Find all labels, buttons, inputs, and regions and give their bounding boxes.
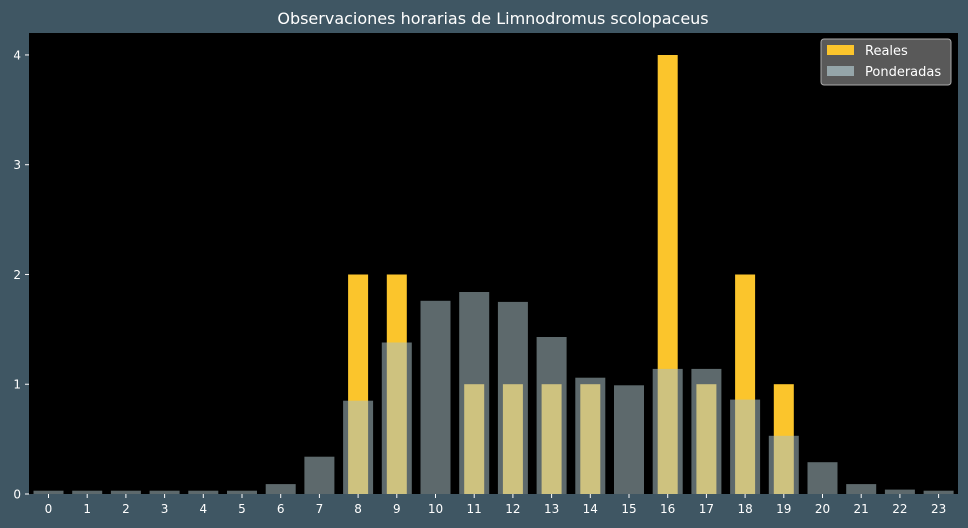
x-tick-label: 21 <box>854 502 869 516</box>
x-tick-label: 6 <box>277 502 285 516</box>
bar-ponderadas-6 <box>265 484 296 494</box>
legend: Reales Ponderadas <box>820 38 952 86</box>
bar-ponderadas-14 <box>575 377 606 494</box>
x-tick-label: 3 <box>161 502 169 516</box>
x-axis: 0 1 2 3 4 5 6 7 8 9 10 11 12 13 14 15 16 17 18 19 20 21 22 23 <box>45 494 946 516</box>
bar-ponderadas-8 <box>343 400 374 494</box>
bar-ponderadas-7 <box>304 456 335 494</box>
legend-label-ponderadas: Ponderadas <box>865 65 941 80</box>
y-tick-label: 0 <box>13 488 21 502</box>
y-tick-label: 1 <box>13 378 21 392</box>
bar-ponderadas-17 <box>691 368 722 494</box>
bar-ponderadas-15 <box>614 385 644 494</box>
x-tick-label: 10 <box>428 502 443 516</box>
bar-ponderadas-18 <box>730 399 761 494</box>
legend-swatch-reales <box>827 45 854 55</box>
x-tick-label: 23 <box>931 502 946 516</box>
x-tick-label: 17 <box>699 502 714 516</box>
x-tick-label: 16 <box>660 502 675 516</box>
x-tick-label: 7 <box>316 502 324 516</box>
bar-ponderadas-13 <box>536 337 567 494</box>
bar-ponderadas-16 <box>652 368 683 494</box>
plot-area <box>29 33 958 494</box>
y-tick-label: 4 <box>13 48 21 62</box>
chart-title: Observaciones horarias de Limnodromus sc… <box>277 9 708 28</box>
y-tick-label: 2 <box>13 268 21 282</box>
bar-ponderadas-3 <box>149 490 180 494</box>
x-tick-label: 20 <box>815 502 830 516</box>
bar-ponderadas-20 <box>807 462 838 494</box>
y-axis: 0 1 2 3 4 <box>13 48 29 502</box>
bar-ponderadas-10 <box>420 300 451 494</box>
bar-ponderadas-1 <box>72 490 103 494</box>
x-tick-label: 9 <box>393 502 401 516</box>
x-tick-label: 12 <box>505 502 520 516</box>
x-tick-label: 8 <box>354 502 362 516</box>
bar-ponderadas-0 <box>33 490 64 494</box>
x-tick-label: 0 <box>45 502 53 516</box>
bar-ponderadas-2 <box>110 490 141 494</box>
bar-ponderadas-5 <box>227 490 257 494</box>
legend-swatch-ponderadas <box>827 66 854 76</box>
x-tick-label: 22 <box>892 502 907 516</box>
weighted-bars <box>33 292 954 494</box>
bar-ponderadas-9 <box>381 342 412 494</box>
bar-ponderadas-23 <box>923 490 954 494</box>
bar-ponderadas-11 <box>459 292 490 494</box>
x-tick-label: 11 <box>467 502 482 516</box>
x-tick-label: 19 <box>776 502 791 516</box>
legend-label-reales: Reales <box>865 44 908 59</box>
bar-ponderadas-4 <box>188 490 219 494</box>
x-tick-label: 5 <box>238 502 246 516</box>
x-tick-label: 4 <box>199 502 207 516</box>
bar-ponderadas-21 <box>846 484 877 494</box>
y-tick-label: 3 <box>13 158 21 172</box>
bar-ponderadas-22 <box>884 489 915 494</box>
bar-ponderadas-12 <box>497 301 528 494</box>
x-tick-label: 14 <box>583 502 598 516</box>
x-tick-label: 13 <box>544 502 559 516</box>
x-tick-label: 1 <box>83 502 91 516</box>
bar-ponderadas-19 <box>768 435 799 494</box>
x-tick-label: 15 <box>621 502 636 516</box>
x-tick-label: 18 <box>737 502 752 516</box>
x-tick-label: 2 <box>122 502 130 516</box>
